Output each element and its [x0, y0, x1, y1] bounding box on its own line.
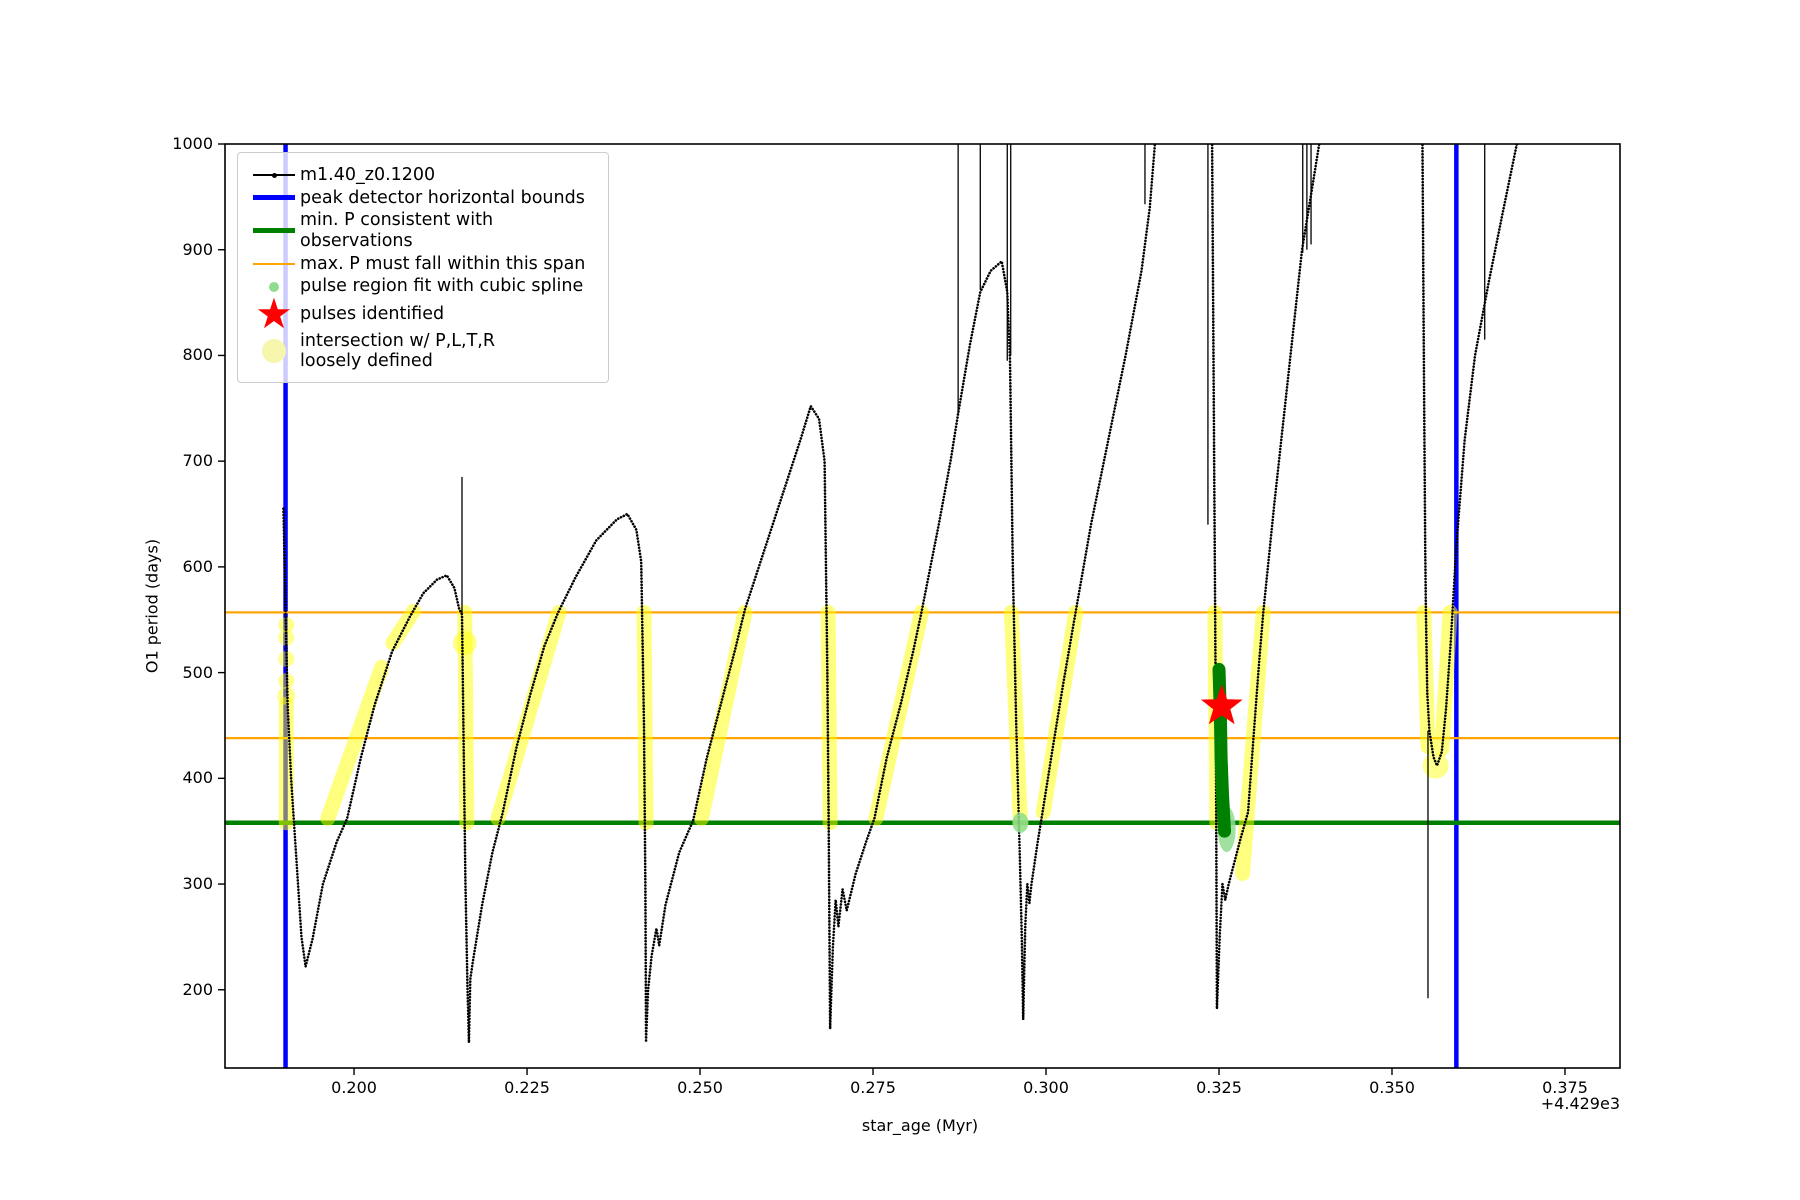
legend-item-2: min. P consistent with observations: [248, 210, 596, 251]
x-tick-label: 0.200: [331, 1078, 377, 1097]
thick-line-blue-icon: [248, 195, 300, 201]
y-tick-label: 600: [182, 556, 213, 576]
legend-item-1: peak detector horizontal bounds: [248, 188, 596, 209]
x-tick-label: 0.375: [1542, 1078, 1588, 1097]
y-tick-label: 400: [182, 768, 213, 788]
y-tick-label: 900: [182, 239, 213, 259]
data-series: [1210, 144, 1321, 1011]
x-tick-label: 0.300: [1023, 1078, 1069, 1097]
legend-item-0: m1.40_z0.1200: [248, 165, 596, 186]
legend-label: pulses identified: [300, 303, 445, 324]
legend: m1.40_z0.1200 peak detector horizontal bo…: [237, 152, 609, 384]
legend-label: m1.40_z0.1200: [300, 165, 436, 185]
legend-item-3: max. P must fall within this span: [248, 254, 596, 275]
y-tick-label: 800: [182, 345, 213, 365]
intersection-segment: [1434, 604, 1458, 757]
intersection-dot: [278, 673, 295, 690]
x-tick-label: 0.275: [850, 1078, 896, 1097]
x-tick-label: 0.225: [504, 1078, 550, 1097]
dot-paleyellow-icon: [248, 339, 300, 364]
pulse-region-blob: [1012, 812, 1029, 833]
line-orange-icon: [248, 262, 300, 266]
axes-frame: [224, 143, 1621, 1069]
plot-area: [225, 144, 1620, 1068]
intersection-dot: [278, 617, 295, 634]
y-tick-label: 300: [182, 874, 213, 894]
legend-label: min. P consistent with observations: [300, 210, 494, 251]
thick-line-green-icon: [248, 228, 300, 234]
intersection-segment: [693, 604, 753, 826]
legend-item-5: ★ pulses identified: [248, 288, 596, 338]
legend-label: pulse region fit with cubic spline: [300, 276, 584, 297]
x-tick-label: 0.325: [1196, 1078, 1242, 1097]
intersection-segment: [1416, 604, 1436, 755]
dot-lightgreen-icon: [248, 281, 300, 292]
legend-label: peak detector horizontal bounds: [300, 187, 585, 208]
y-tick-label: 500: [182, 662, 213, 682]
intersection-dot: [278, 650, 295, 667]
y-tick-label: 700: [182, 451, 213, 471]
data-series: [282, 144, 1157, 1044]
y-tick-label: 1000: [172, 134, 213, 153]
star-red-icon: ★: [255, 288, 293, 338]
data-series: [1421, 144, 1519, 767]
x-axis-offset-label: +4.429e3: [1540, 1094, 1620, 1113]
line-dot-black-icon: [248, 172, 300, 178]
x-axis-label: star_age (Myr): [861, 1116, 979, 1135]
y-tick-label: 200: [182, 979, 213, 999]
legend-label: intersection w/ P,L,T,R loosely defined: [300, 330, 495, 372]
pulse-star: [1200, 684, 1243, 725]
intersection-dot: [452, 631, 477, 656]
intersection-segment: [457, 604, 475, 831]
legend-item-6: intersection w/ P,L,T,R loosely defined: [248, 331, 596, 372]
x-tick-label: 0.250: [677, 1078, 723, 1097]
legend-label: max. P must fall within this span: [300, 253, 586, 274]
intersection-dot: [277, 686, 296, 705]
intersection-segment: [820, 604, 838, 831]
legend-item-4: pulse region fit with cubic spline: [248, 276, 596, 297]
x-tick-label: 0.350: [1369, 1078, 1415, 1097]
intersection-dot: [1422, 752, 1449, 779]
intersection-segment: [320, 659, 390, 826]
